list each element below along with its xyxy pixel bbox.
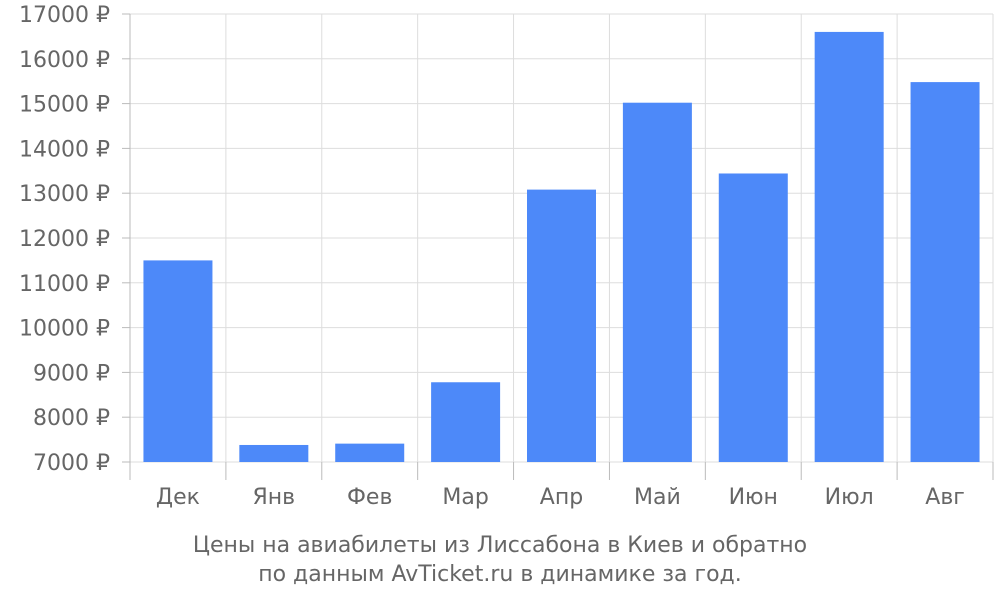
axis-layer — [122, 13, 994, 480]
y-tick-label: 16000 ₽ — [19, 48, 110, 73]
x-tick-label: Дек — [156, 485, 200, 510]
y-tick-label: 10000 ₽ — [19, 317, 110, 342]
x-tick-label: Июл — [825, 485, 874, 510]
y-tick-label: 14000 ₽ — [19, 137, 110, 162]
bar-2 — [239, 444, 309, 462]
x-tick-label: Май — [634, 485, 681, 510]
x-tick-label: Июн — [729, 485, 778, 510]
bar-7 — [718, 173, 788, 462]
y-tick-label: 12000 ₽ — [19, 227, 110, 252]
bar-1 — [143, 260, 213, 462]
y-tick-label: 8000 ₽ — [33, 406, 110, 431]
bars-layer — [143, 31, 980, 462]
y-tick-label: 13000 ₽ — [19, 182, 110, 207]
bar-6 — [622, 102, 692, 462]
bar-9 — [910, 82, 980, 462]
chart-caption-line-2: по данным AvTicket.ru в динамике за год. — [258, 562, 742, 587]
x-tick-label: Мар — [442, 485, 488, 510]
x-tick-label: Авг — [925, 485, 965, 510]
y-tick-label: 17000 ₽ — [19, 3, 110, 28]
y-tick-label: 7000 ₽ — [33, 451, 110, 476]
bar-4 — [431, 382, 501, 462]
x-tick-label: Янв — [253, 485, 296, 510]
y-tick-label: 15000 ₽ — [19, 93, 110, 118]
y-tick-label: 11000 ₽ — [19, 272, 110, 297]
bar-8 — [814, 31, 884, 462]
bar-5 — [527, 189, 596, 462]
bar-3 — [335, 443, 405, 462]
x-tick-label: Фев — [347, 485, 392, 510]
y-tick-label: 9000 ₽ — [33, 361, 110, 386]
chart-caption-line-1: Цены на авиабилеты из Лиссабона в Киев и… — [192, 533, 808, 558]
labels-layer: 7000 ₽ 8000 ₽ 9000 ₽ 10000 ₽ 11000 ₽ 12000 ₽ 1… — [19, 3, 965, 510]
x-tick-label: Апр — [540, 485, 583, 510]
